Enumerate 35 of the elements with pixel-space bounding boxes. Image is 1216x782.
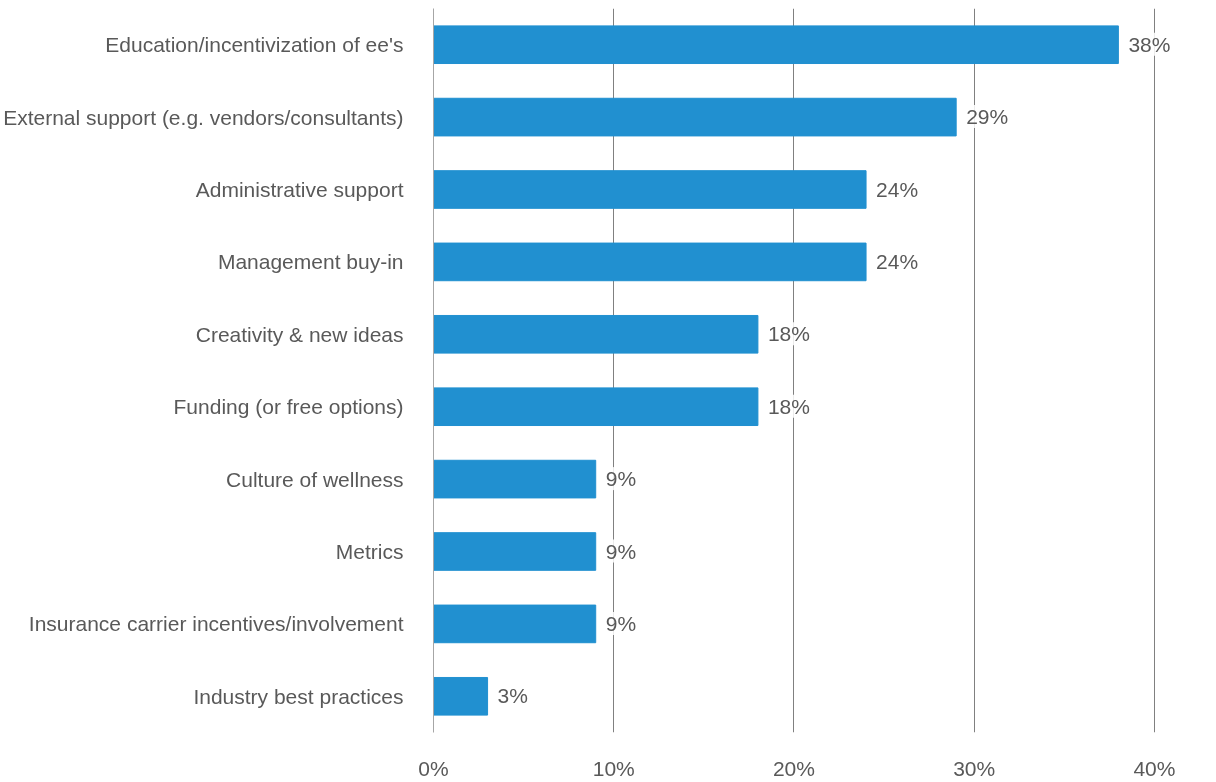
x-tick-label: 30% bbox=[953, 756, 996, 780]
y-tick-label: Administrative support bbox=[195, 178, 404, 201]
bar bbox=[433, 170, 867, 209]
y-tick-label: Funding (or free options) bbox=[173, 395, 404, 419]
data-label: 29% bbox=[966, 105, 1009, 129]
y-tick-label: Creativity & new ideas bbox=[195, 322, 404, 346]
bar bbox=[433, 25, 1119, 65]
bar bbox=[433, 532, 597, 571]
bar bbox=[433, 676, 489, 716]
x-tick-label: 40% bbox=[1133, 756, 1176, 780]
data-label: 9% bbox=[605, 539, 637, 563]
data-label: 9% bbox=[605, 467, 637, 491]
x-tick-label: 10% bbox=[592, 756, 635, 780]
bar bbox=[433, 242, 867, 282]
bar bbox=[433, 97, 957, 137]
bar bbox=[433, 387, 759, 427]
data-label: 3% bbox=[497, 684, 528, 708]
data-label: 38% bbox=[1128, 32, 1171, 56]
x-tick-label: 0% bbox=[418, 756, 449, 780]
bar bbox=[433, 314, 759, 354]
data-label: 18% bbox=[767, 394, 810, 418]
y-tick-label: Culture of wellness bbox=[226, 467, 404, 491]
data-label: 18% bbox=[767, 322, 810, 346]
y-tick-label: Metrics bbox=[335, 540, 404, 563]
data-label: 24% bbox=[876, 249, 919, 273]
bar bbox=[433, 604, 597, 644]
y-tick-label: Industry best practices bbox=[193, 684, 404, 708]
bar bbox=[433, 459, 597, 499]
data-label: 9% bbox=[605, 611, 637, 635]
y-tick-label: Management buy-in bbox=[217, 250, 404, 274]
y-tick-label: External support (e.g. vendors/consultants) bbox=[3, 105, 404, 129]
data-label: 24% bbox=[876, 177, 919, 201]
y-tick-label: Education/incentivization of ee's bbox=[105, 33, 404, 57]
x-tick-label: 20% bbox=[772, 756, 815, 780]
y-tick-label: Insurance carrier incentives/involvement bbox=[28, 612, 404, 636]
